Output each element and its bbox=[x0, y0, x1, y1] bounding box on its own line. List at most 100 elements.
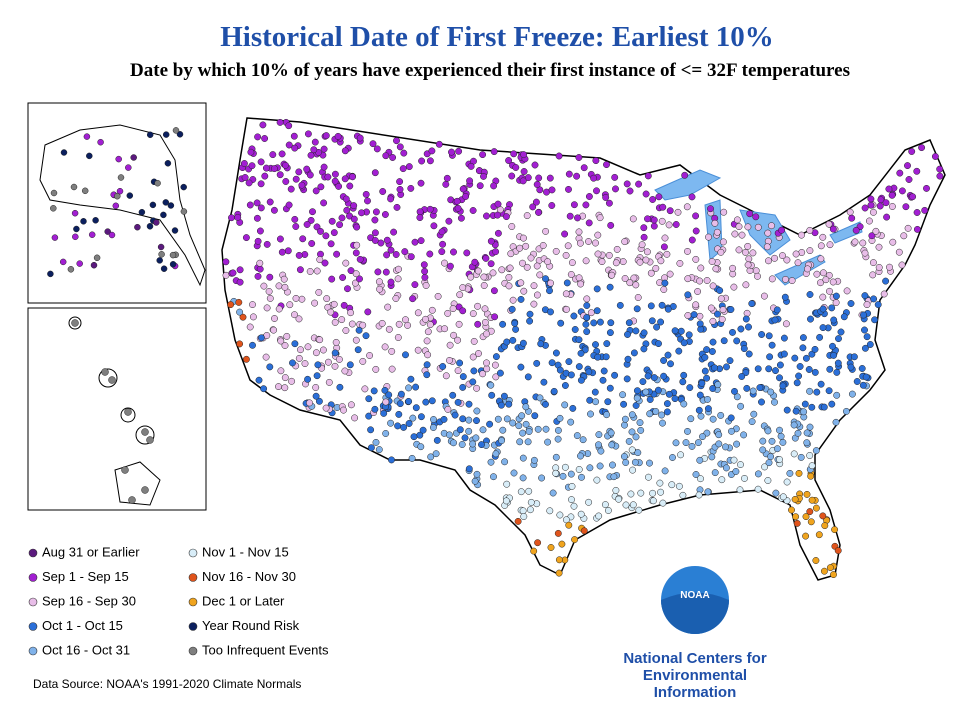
station-dot bbox=[698, 379, 706, 387]
station-dot bbox=[257, 204, 265, 212]
station-dot bbox=[372, 365, 380, 373]
station-dot bbox=[772, 489, 780, 497]
station-dot bbox=[832, 299, 840, 307]
station-dot bbox=[688, 193, 696, 201]
station-dot bbox=[630, 274, 638, 282]
station-dot bbox=[359, 321, 367, 329]
station-dot bbox=[712, 265, 720, 273]
station-dot bbox=[632, 327, 640, 335]
station-dot bbox=[607, 429, 615, 437]
station-dot bbox=[752, 213, 760, 221]
station-dot bbox=[829, 342, 836, 350]
station-dot bbox=[563, 279, 571, 287]
station-dot bbox=[387, 195, 395, 203]
station-dot bbox=[644, 372, 652, 380]
station-dot bbox=[566, 212, 574, 220]
station-dot bbox=[73, 225, 80, 233]
station-dot bbox=[634, 294, 642, 301]
station-dot bbox=[254, 272, 262, 280]
station-dot bbox=[473, 384, 481, 392]
station-dot bbox=[371, 405, 379, 413]
station-dot bbox=[642, 388, 650, 396]
station-dot bbox=[807, 315, 814, 323]
station-dot bbox=[569, 404, 577, 412]
station-dot bbox=[592, 157, 600, 165]
station-dot bbox=[298, 295, 306, 303]
station-dot bbox=[790, 421, 798, 429]
station-dot bbox=[677, 327, 685, 335]
station-dot bbox=[733, 393, 741, 401]
station-dot bbox=[519, 429, 527, 437]
station-dot bbox=[83, 133, 91, 140]
station-dot bbox=[270, 206, 278, 214]
station-dot bbox=[817, 380, 825, 388]
station-dot bbox=[832, 292, 840, 300]
station-dot bbox=[327, 308, 335, 316]
station-dot bbox=[650, 222, 658, 230]
station-dot bbox=[555, 152, 563, 160]
station-dot bbox=[330, 229, 338, 237]
station-dot bbox=[692, 227, 700, 235]
station-dot bbox=[602, 353, 610, 361]
station-dot bbox=[487, 237, 495, 245]
station-dot bbox=[621, 238, 629, 246]
station-dot bbox=[510, 469, 518, 477]
station-dot bbox=[773, 306, 781, 314]
station-dot bbox=[518, 412, 526, 420]
station-dot bbox=[696, 391, 704, 399]
station-dot bbox=[661, 234, 669, 242]
station-dot bbox=[603, 340, 611, 348]
station-dot bbox=[783, 406, 791, 414]
station-dot bbox=[126, 192, 134, 199]
station-dot bbox=[863, 301, 871, 309]
station-dot bbox=[262, 164, 270, 172]
station-dot bbox=[489, 269, 497, 277]
station-dot bbox=[257, 180, 265, 188]
station-dot bbox=[577, 349, 585, 357]
station-dot bbox=[392, 251, 400, 258]
station-dot bbox=[465, 416, 473, 424]
station-dot bbox=[505, 273, 513, 281]
station-dot bbox=[882, 199, 890, 207]
station-dot bbox=[499, 426, 507, 434]
station-dot bbox=[50, 189, 58, 197]
legend-swatch bbox=[188, 573, 198, 582]
station-dot bbox=[517, 279, 525, 287]
station-dot bbox=[373, 145, 381, 153]
station-dot bbox=[802, 513, 810, 521]
station-dot bbox=[404, 321, 412, 329]
station-dot bbox=[387, 246, 395, 254]
station-dot bbox=[506, 264, 514, 272]
station-dot bbox=[660, 357, 668, 364]
station-dot bbox=[650, 374, 658, 382]
station-dot bbox=[388, 347, 396, 355]
station-dot bbox=[705, 233, 712, 241]
station-dot bbox=[320, 145, 328, 153]
station-dot bbox=[703, 374, 711, 382]
legend-label: Oct 1 - Oct 15 bbox=[42, 618, 123, 633]
station-dot bbox=[297, 346, 304, 354]
station-dot bbox=[708, 258, 716, 265]
station-dot bbox=[524, 373, 532, 381]
station-dot bbox=[265, 288, 273, 295]
station-dot bbox=[454, 398, 462, 406]
station-dot bbox=[336, 383, 344, 391]
station-dot bbox=[542, 425, 550, 433]
station-dot bbox=[567, 418, 575, 426]
station-dot bbox=[423, 361, 431, 369]
station-dot bbox=[423, 371, 431, 379]
station-dot bbox=[359, 357, 367, 365]
station-dot bbox=[422, 315, 429, 323]
station-dot bbox=[594, 250, 602, 258]
station-dot bbox=[438, 248, 446, 256]
legend-label: Nov 16 - Nov 30 bbox=[202, 569, 296, 584]
station-dot bbox=[535, 174, 543, 182]
station-dot bbox=[603, 161, 610, 169]
station-dot bbox=[625, 437, 633, 445]
station-dot bbox=[396, 400, 404, 408]
station-dot bbox=[500, 392, 508, 400]
station-dot bbox=[582, 201, 590, 209]
station-dot bbox=[479, 426, 487, 434]
station-dot bbox=[655, 340, 662, 348]
station-dot bbox=[812, 447, 820, 455]
